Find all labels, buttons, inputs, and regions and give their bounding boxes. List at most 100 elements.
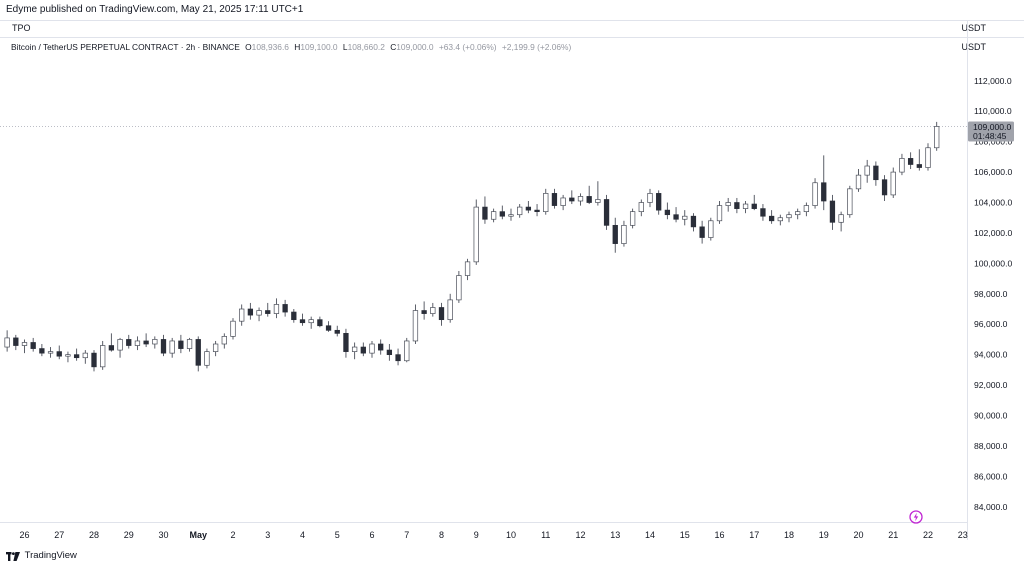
candle-up[interactable] — [456, 275, 462, 301]
candle-up[interactable] — [212, 343, 219, 352]
candle-up[interactable] — [82, 352, 88, 359]
indicator-label[interactable]: TPO — [12, 23, 31, 33]
candle-down[interactable] — [569, 197, 575, 202]
candle-up[interactable] — [152, 339, 158, 345]
candle-up[interactable] — [65, 354, 71, 357]
candle-down[interactable] — [603, 199, 610, 226]
candle-down[interactable] — [395, 354, 401, 362]
footer-brand-text[interactable]: TradingView — [24, 550, 77, 561]
candle-up[interactable] — [777, 217, 783, 222]
candle-up[interactable] — [803, 205, 810, 213]
candle-down[interactable] — [916, 164, 922, 168]
candle-down[interactable] — [586, 196, 592, 203]
candle-up[interactable] — [716, 205, 723, 222]
candle-up[interactable] — [464, 261, 471, 276]
candle-down[interactable] — [56, 351, 62, 357]
candle-up[interactable] — [508, 214, 514, 217]
candle-up[interactable] — [838, 214, 844, 223]
candle-down[interactable] — [126, 339, 132, 346]
candle-down[interactable] — [386, 349, 393, 356]
candle-up[interactable] — [169, 340, 175, 354]
candle-down[interactable] — [821, 182, 827, 202]
candle-down[interactable] — [108, 345, 115, 351]
candle-up[interactable] — [925, 147, 931, 168]
candle-down[interactable] — [73, 354, 80, 359]
candle-down[interactable] — [13, 337, 19, 346]
candle-up[interactable] — [239, 308, 245, 322]
candle-up[interactable] — [577, 196, 584, 202]
candle-down[interactable] — [178, 340, 184, 349]
candle-down[interactable] — [881, 179, 888, 196]
candle-up[interactable] — [308, 319, 314, 324]
candle-up[interactable] — [473, 206, 479, 263]
candle-up[interactable] — [186, 339, 193, 349]
candle-down[interactable] — [325, 325, 332, 331]
candle-down[interactable] — [664, 209, 671, 216]
candle-down[interactable] — [673, 214, 679, 220]
candle-down[interactable] — [30, 342, 36, 349]
candle-up[interactable] — [890, 171, 896, 196]
candle-down[interactable] — [499, 211, 505, 217]
candle-up[interactable] — [855, 174, 862, 190]
candle-down[interactable] — [751, 203, 757, 209]
candle-up[interactable] — [725, 202, 731, 206]
candle-down[interactable] — [873, 165, 879, 181]
candle-up[interactable] — [742, 203, 749, 209]
candle-up[interactable] — [647, 193, 653, 203]
candle-down[interactable] — [299, 319, 306, 324]
candle-up[interactable] — [256, 310, 262, 316]
candle-up[interactable] — [204, 351, 210, 366]
candle-up[interactable] — [638, 202, 644, 213]
candle-down[interactable] — [768, 215, 775, 222]
candle-down[interactable] — [265, 310, 271, 314]
candle-up[interactable] — [812, 182, 818, 206]
candle-up[interactable] — [543, 193, 549, 213]
candle-down[interactable] — [482, 206, 488, 220]
candle-down[interactable] — [760, 208, 766, 217]
candle-up[interactable] — [795, 211, 801, 216]
candle-down[interactable] — [551, 193, 558, 206]
candle-up[interactable] — [404, 340, 410, 362]
candle-up[interactable] — [4, 337, 10, 348]
candle-down[interactable] — [699, 226, 705, 238]
candle-down[interactable] — [334, 329, 340, 334]
candle-up[interactable] — [117, 339, 123, 351]
lightning-icon[interactable] — [909, 510, 923, 524]
candle-up[interactable] — [682, 215, 688, 220]
candle-up[interactable] — [412, 310, 419, 342]
candle-down[interactable] — [291, 311, 297, 321]
candle-up[interactable] — [47, 351, 54, 354]
candle-up[interactable] — [430, 307, 436, 314]
candle-up[interactable] — [899, 158, 905, 173]
candle-up[interactable] — [230, 320, 236, 337]
candle-up[interactable] — [369, 343, 375, 354]
candle-up[interactable] — [221, 336, 227, 345]
candle-up[interactable] — [100, 345, 106, 368]
candle-down[interactable] — [438, 307, 445, 321]
candle-up[interactable] — [864, 165, 870, 176]
candle-down[interactable] — [317, 319, 323, 327]
candle-down[interactable] — [91, 352, 97, 368]
candle-down[interactable] — [534, 209, 540, 213]
candle-up[interactable] — [273, 304, 280, 314]
candle-up[interactable] — [447, 299, 453, 321]
candle-up[interactable] — [786, 214, 792, 219]
candle-down[interactable] — [378, 343, 384, 351]
candle-up[interactable] — [560, 197, 566, 206]
candle-up[interactable] — [21, 342, 28, 346]
candle-down[interactable] — [421, 310, 427, 314]
candle-up[interactable] — [490, 211, 497, 220]
candle-down[interactable] — [282, 304, 288, 313]
candle-down[interactable] — [160, 339, 167, 354]
candle-up[interactable] — [517, 206, 523, 216]
candle-down[interactable] — [907, 158, 914, 165]
candle-down[interactable] — [39, 348, 45, 354]
candle-up[interactable] — [134, 340, 141, 346]
candle-down[interactable] — [525, 206, 532, 211]
candle-up[interactable] — [595, 199, 601, 203]
candle-down[interactable] — [247, 308, 254, 316]
candle-down[interactable] — [612, 224, 618, 244]
candle-up[interactable] — [629, 211, 636, 226]
candle-down[interactable] — [360, 346, 366, 354]
